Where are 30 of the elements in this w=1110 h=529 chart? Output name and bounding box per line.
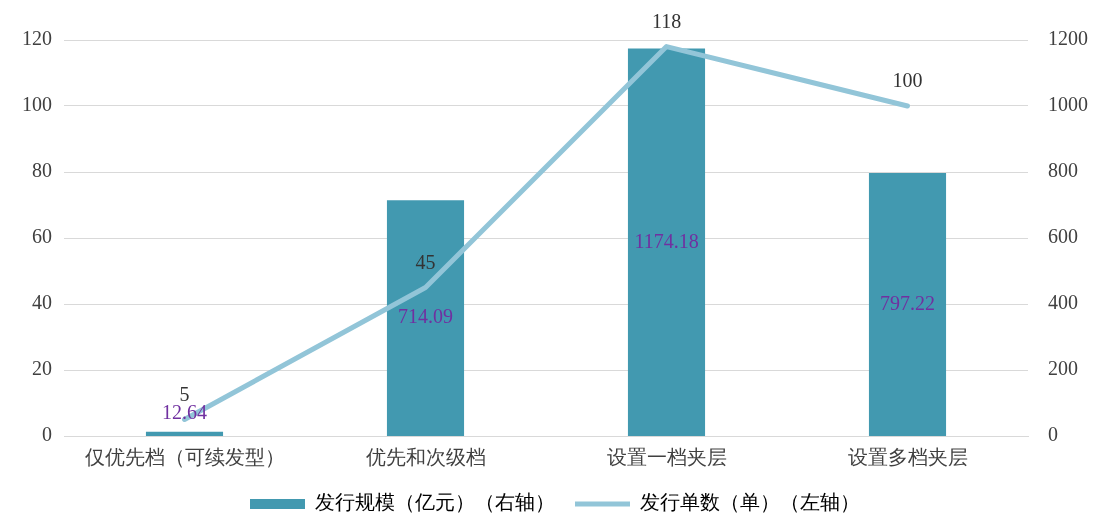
bar [386, 200, 465, 436]
y-tick-label: 80 [32, 159, 52, 182]
y-tick-label: 60 [32, 225, 52, 248]
legend-label: 发行单数（单）（左轴） [640, 491, 860, 514]
y-tick-label: 20 [32, 357, 52, 380]
legend-label: 发行规模（亿元）（右轴） [315, 491, 555, 514]
y2-tick-label: 400 [1048, 291, 1078, 314]
x-tick-label: 优先和次级档 [365, 446, 486, 469]
data-label: 45 [415, 250, 436, 273]
bar [868, 172, 947, 436]
y2-tick-label: 200 [1048, 357, 1078, 380]
data-label: 118 [651, 9, 682, 32]
data-label: 797.22 [880, 291, 935, 314]
y2-tick-label: 800 [1048, 159, 1078, 182]
y-tick-label: 120 [22, 27, 52, 50]
y-tick-label: 0 [42, 423, 52, 446]
y2-tick-label: 0 [1048, 423, 1058, 446]
x-tick-label: 设置多档夹层 [847, 446, 968, 469]
data-label: 714.09 [398, 305, 453, 328]
data-label: 100 [892, 69, 923, 92]
y2-tick-label: 1200 [1048, 27, 1088, 50]
data-label: 1174.18 [634, 229, 699, 252]
y-tick-label: 100 [22, 93, 52, 116]
bar [627, 48, 706, 436]
y-tick-label: 40 [32, 291, 52, 314]
bar [145, 431, 224, 436]
x-tick-label: 设置一档夹层 [606, 446, 727, 469]
y2-tick-label: 1000 [1048, 93, 1088, 116]
x-tick-label: 仅优先档（可续发型） [84, 446, 285, 469]
y2-tick-label: 600 [1048, 225, 1078, 248]
